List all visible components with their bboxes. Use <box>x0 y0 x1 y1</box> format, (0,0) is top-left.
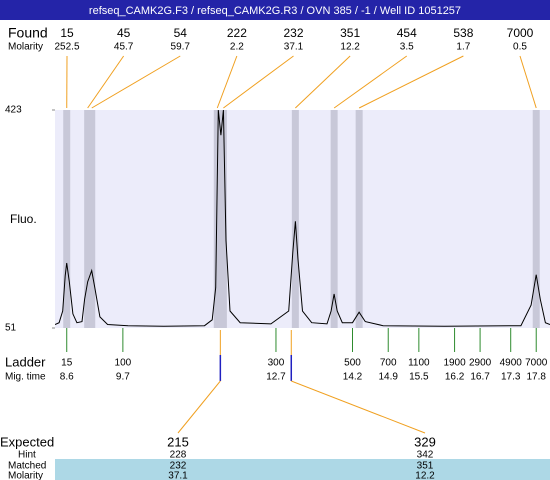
ladder-size: 2900 <box>469 358 492 369</box>
y-tick-label: 51 <box>5 323 17 334</box>
found-molarity: 37.1 <box>284 42 304 53</box>
found-connector <box>223 55 294 109</box>
expected-molarity: 37.1 <box>168 471 188 480</box>
trace <box>55 109 550 327</box>
ladder-time: 17.3 <box>501 372 521 383</box>
found-connector <box>87 55 125 109</box>
ladder-time: 14.2 <box>343 372 363 383</box>
found-size: 45 <box>117 26 131 40</box>
ladder-time: 17.8 <box>526 372 546 383</box>
hint-label: Hint <box>18 450 36 461</box>
expected-connector <box>177 380 221 434</box>
found-label: Found <box>8 25 48 41</box>
plot-area <box>55 110 550 328</box>
found-connector <box>216 55 238 109</box>
peak-band <box>63 110 71 328</box>
expected-size: 215 <box>167 434 189 449</box>
peak-band <box>213 110 221 328</box>
ladder-size: 7000 <box>525 358 548 369</box>
expected-molarity: 12.2 <box>415 471 435 480</box>
found-molarity-label: Molarity <box>8 42 43 53</box>
found-molarity: 45.7 <box>114 42 134 53</box>
ladder-label: Ladder <box>5 354 46 369</box>
ladder-time: 16.2 <box>445 372 465 383</box>
ladder-time: 9.7 <box>116 372 130 383</box>
found-connector <box>519 55 537 109</box>
found-molarity: 3.5 <box>400 42 414 53</box>
ladder-time: 12.7 <box>266 372 286 383</box>
ladder-size: 1100 <box>408 358 430 369</box>
ladder-size: 15 <box>61 358 73 369</box>
matched-band <box>55 459 550 480</box>
y-tick-label: 423 <box>5 105 22 116</box>
expected-matched: 232 <box>170 461 187 472</box>
ladder-size: 300 <box>268 358 285 369</box>
header-title: refseq_CAMK2G.F3 / refseq_CAMK2G.R3 / OV… <box>89 5 461 17</box>
found-molarity: 0.5 <box>513 42 527 53</box>
ladder-time-label: Mig. time <box>5 372 46 383</box>
found-connector <box>91 55 181 109</box>
molarity-label: Molarity <box>8 471 43 480</box>
expected-size: 329 <box>414 434 436 449</box>
found-connector <box>333 55 408 109</box>
y-axis-label: Fluo. <box>10 212 37 226</box>
found-size: 15 <box>60 26 74 40</box>
ladder-size: 700 <box>380 358 397 369</box>
peak-band <box>84 110 92 328</box>
peak-band <box>291 110 299 328</box>
ladder-time: 16.7 <box>470 372 490 383</box>
found-size: 232 <box>283 26 303 40</box>
found-connector <box>295 55 351 109</box>
matched-label: Matched <box>8 461 46 472</box>
found-molarity: 12.2 <box>340 42 360 53</box>
found-size: 538 <box>453 26 473 40</box>
found-molarity: 1.7 <box>456 42 470 53</box>
ladder-size: 1900 <box>443 358 466 369</box>
found-size: 222 <box>227 26 247 40</box>
ladder-time: 14.9 <box>378 372 398 383</box>
expected-hint: 342 <box>417 450 434 461</box>
ladder-time: 15.5 <box>409 372 429 383</box>
expected-connector <box>291 380 426 434</box>
ladder-size: 500 <box>344 358 361 369</box>
expected-hint: 228 <box>170 450 187 461</box>
ladder-time: 8.6 <box>60 372 74 383</box>
ladder-size: 100 <box>115 358 132 369</box>
found-molarity: 59.7 <box>171 42 191 53</box>
peak-band <box>355 110 363 328</box>
found-size: 54 <box>174 26 188 40</box>
peak-band <box>330 110 338 328</box>
found-molarity: 252.5 <box>54 42 79 53</box>
found-size: 454 <box>397 26 417 40</box>
peak-band <box>88 110 96 328</box>
expected-matched: 351 <box>417 461 434 472</box>
found-size: 7000 <box>507 26 534 40</box>
ladder-size: 4900 <box>500 358 523 369</box>
peak-band <box>219 110 227 328</box>
header-bar <box>0 0 550 20</box>
expected-label: Expected <box>0 434 54 449</box>
found-connector <box>358 55 464 109</box>
found-molarity: 2.2 <box>230 42 244 53</box>
found-size: 351 <box>340 26 360 40</box>
peak-band <box>532 110 540 328</box>
